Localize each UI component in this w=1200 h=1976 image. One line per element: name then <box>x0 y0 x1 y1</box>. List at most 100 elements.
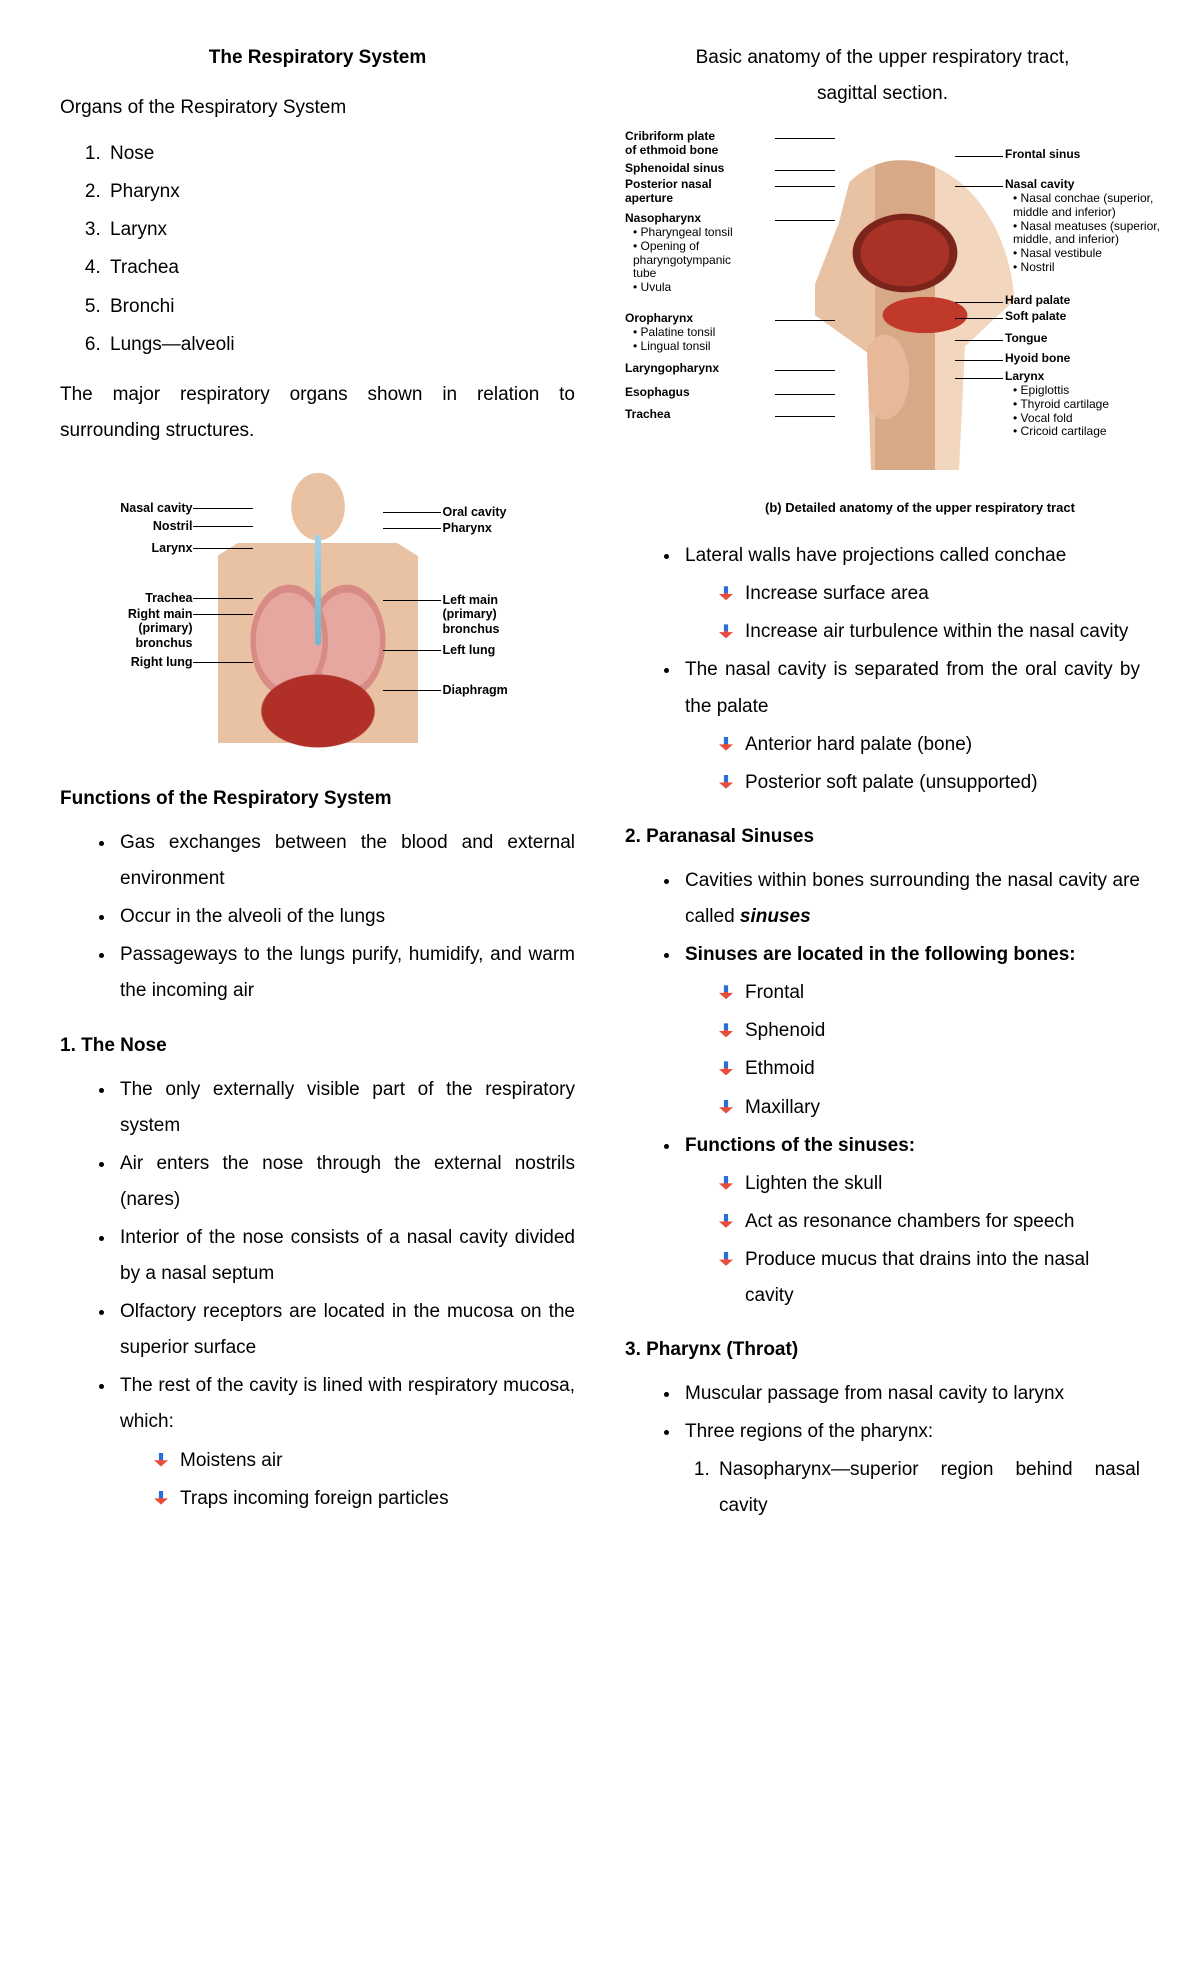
anatomy-label: Laryngopharynx <box>625 362 805 376</box>
conchae-list: Lateral walls have projections called co… <box>625 538 1140 801</box>
anatomy-label: Diaphragm <box>443 683 508 697</box>
function-item: Occur in the alveoli of the lungs <box>116 899 575 935</box>
left-column: The Respiratory System Organs of the Res… <box>60 40 575 1539</box>
figure-sagittal: Cribriform plateof ethmoid bone Sphenoida… <box>625 130 1165 520</box>
anatomy-label: Cribriform plateof ethmoid bone <box>625 130 805 158</box>
leader-line <box>383 528 441 529</box>
inner-numbered: Nasopharynx—superior region behind nasal… <box>685 1452 1140 1524</box>
head-illustration <box>815 160 1015 470</box>
right-column: Basic anatomy of the upper respiratory t… <box>625 40 1140 1539</box>
figure-torso: Nasal cavity Nostril Larynx Trachea Right ma… <box>103 463 533 763</box>
sub-item: Sphenoid <box>719 1013 1140 1049</box>
sub-list: Anterior hard palate (bone)Posterior sof… <box>685 727 1140 801</box>
organ-item: Bronchi <box>106 289 575 325</box>
list-item: Lateral walls have projections called co… <box>681 538 1140 650</box>
anatomy-label: Trachea <box>103 591 193 605</box>
list-item: The rest of the cavity is lined with res… <box>116 1368 575 1516</box>
leader-line <box>955 360 1003 361</box>
anatomy-label: Trachea <box>625 408 805 422</box>
sub-item: Ethmoid <box>719 1051 1140 1087</box>
list-item: The only externally visible part of the … <box>116 1072 575 1144</box>
list-item: Three regions of the pharynx:Nasopharynx… <box>681 1414 1140 1524</box>
anatomy-label: Frontal sinus <box>1005 148 1175 162</box>
sub-item: Maxillary <box>719 1090 1140 1126</box>
anatomy-label: Right lung <box>103 655 193 669</box>
anatomy-label: Nasal cavity <box>103 501 193 515</box>
leader-line <box>193 662 253 663</box>
leader-line <box>193 508 253 509</box>
sub-list: FrontalSphenoidEthmoidMaxillary <box>685 975 1140 1125</box>
anatomy-label: Larynx <box>103 541 193 555</box>
sub-item: Produce mucus that drains into the nasal… <box>719 1242 1140 1314</box>
organ-item: Pharynx <box>106 174 575 210</box>
list-item: Sinuses are located in the following bon… <box>681 937 1140 1125</box>
organ-item: Nose <box>106 136 575 172</box>
list-item: Functions of the sinuses:Lighten the sku… <box>681 1128 1140 1314</box>
upper-tract-title-l2: sagittal section. <box>817 83 948 104</box>
anatomy-label: Posterior nasalaperture <box>625 178 805 206</box>
leader-line <box>955 340 1003 341</box>
leader-line <box>775 320 835 321</box>
leader-line <box>383 650 441 651</box>
leader-line <box>955 156 1003 157</box>
sub-item: Anterior hard palate (bone) <box>719 727 1140 763</box>
organs-list: NosePharynxLarynxTracheaBronchiLungs—alv… <box>60 136 575 363</box>
anatomy-label: Tongue <box>1005 332 1175 346</box>
leader-line <box>775 394 835 395</box>
main-title: The Respiratory System <box>60 40 575 76</box>
functions-list: Gas exchanges between the blood and exte… <box>60 825 575 1009</box>
list-item: Muscular passage from nasal cavity to la… <box>681 1376 1140 1412</box>
leader-line <box>775 138 835 139</box>
anatomy-label: Nostril <box>103 519 193 533</box>
leader-line <box>955 378 1003 379</box>
sub-item: Posterior soft palate (unsupported) <box>719 765 1140 801</box>
sub-item: Traps incoming foreign particles <box>154 1481 575 1517</box>
nose-list: The only externally visible part of the … <box>60 1072 575 1517</box>
upper-tract-title-l1: Basic anatomy of the upper respiratory t… <box>696 47 1070 68</box>
leader-line <box>193 598 253 599</box>
leader-line <box>383 512 441 513</box>
functions-heading: Functions of the Respiratory System <box>60 781 575 817</box>
anatomy-label: Right main(primary)bronchus <box>103 607 193 650</box>
sub-item: Act as resonance chambers for speech <box>719 1204 1140 1240</box>
anatomy-label: Esophagus <box>625 386 805 400</box>
organs-heading: Organs of the Respiratory System <box>60 90 575 126</box>
sinuses-heading: 2. Paranasal Sinuses <box>625 819 1140 855</box>
list-item: Cavities within bones surrounding the na… <box>681 863 1140 935</box>
page: The Respiratory System Organs of the Res… <box>60 40 1140 1539</box>
figure-caption: (b) Detailed anatomy of the upper respir… <box>765 496 1075 521</box>
list-item: Olfactory receptors are located in the m… <box>116 1294 575 1366</box>
organ-item: Larynx <box>106 212 575 248</box>
anatomy-label: NasopharynxPharyngeal tonsilOpening ofph… <box>625 212 805 295</box>
leader-line <box>955 186 1003 187</box>
relation-text: The major respiratory organs shown in re… <box>60 377 575 449</box>
organ-item: Trachea <box>106 250 575 286</box>
organ-item: Lungs—alveoli <box>106 327 575 363</box>
anatomy-label: Sphenoidal sinus <box>625 162 805 176</box>
leader-line <box>955 318 1003 319</box>
leader-line <box>193 548 253 549</box>
pharynx-list: Muscular passage from nasal cavity to la… <box>625 1376 1140 1524</box>
leader-line <box>775 186 835 187</box>
anatomy-label: Left main(primary)bronchus <box>443 593 500 636</box>
upper-tract-title: Basic anatomy of the upper respiratory t… <box>625 40 1140 112</box>
sub-list: Increase surface areaIncrease air turbul… <box>685 576 1140 650</box>
anatomy-label: LarynxEpiglottisThyroid cartilageVocal f… <box>1005 370 1175 439</box>
sub-list: Moistens airTraps incoming foreign parti… <box>120 1443 575 1517</box>
anatomy-label: Hyoid bone <box>1005 352 1175 366</box>
leader-line <box>775 416 835 417</box>
nose-heading: 1. The Nose <box>60 1028 575 1064</box>
list-item: Interior of the nose consists of a nasal… <box>116 1220 575 1292</box>
sub-item: Moistens air <box>154 1443 575 1479</box>
leader-line <box>955 302 1003 303</box>
sinuses-list: Cavities within bones surrounding the na… <box>625 863 1140 1314</box>
anatomy-label: Nasal cavityNasal conchae (superior,midd… <box>1005 178 1175 275</box>
anatomy-label: Oral cavity <box>443 505 507 519</box>
leader-line <box>775 370 835 371</box>
anatomy-label: Left lung <box>443 643 496 657</box>
leader-line <box>383 690 441 691</box>
leader-line <box>775 220 835 221</box>
sub-item: Lighten the skull <box>719 1166 1140 1202</box>
sub-item: Frontal <box>719 975 1140 1011</box>
anatomy-label: Hard palate <box>1005 294 1175 308</box>
